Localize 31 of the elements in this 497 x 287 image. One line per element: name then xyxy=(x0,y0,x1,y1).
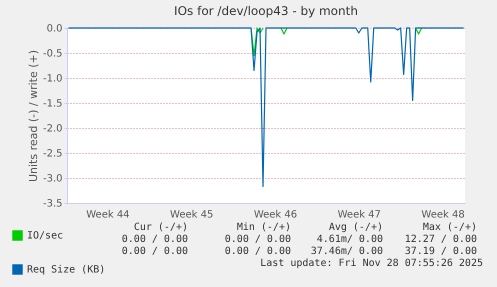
text: Min (-/+) xyxy=(236,222,291,233)
y-axis-title: Units read (-) / write (+) xyxy=(26,50,40,182)
legend-label: Req Size (KB) xyxy=(27,264,106,276)
text: Max (-/+) xyxy=(422,222,477,233)
text: 12.27 / 0.00 xyxy=(404,234,477,245)
text: Cur (-/+) xyxy=(134,222,188,233)
y-tick-label: -1.0 xyxy=(42,74,62,84)
y-tick-label: -3.5 xyxy=(42,198,62,210)
chart-title: IOs for /dev/loop43 - by month xyxy=(174,4,358,18)
text: 37.19 / 0.00 xyxy=(404,246,477,257)
text: Avg (-/+) xyxy=(328,222,383,233)
line-series xyxy=(68,27,464,188)
y-tick-label: -3.0 xyxy=(42,174,62,184)
text: 0.00 / 0.00 xyxy=(224,246,291,257)
y-tick-label: 0.0 xyxy=(46,24,62,34)
x-tick-label: Week 46 xyxy=(254,210,298,220)
x-tick-label: Week 45 xyxy=(170,210,214,220)
text: 4.61m/ 0.00 xyxy=(316,234,383,245)
text: 0.00 / 0.00 xyxy=(224,234,291,245)
text: 0.00 / 0.00 xyxy=(122,234,188,245)
y-tick-label: -2.0 xyxy=(42,124,62,134)
y-tick-label: -0.5 xyxy=(42,48,62,60)
text: Last update: Fri Nov 28 07:55:26 2025 xyxy=(260,258,483,269)
x-tick-label: Week 48 xyxy=(421,210,465,220)
x-tick-label: Week 44 xyxy=(86,210,130,220)
x-tick-label: Week 47 xyxy=(338,210,381,220)
legend-label: IO/sec xyxy=(27,230,64,242)
text: 37.46m/ 0.00 xyxy=(310,246,383,257)
text: 0.00 / 0.00 xyxy=(122,246,188,257)
y-tick-label: -1.5 xyxy=(42,98,62,110)
y-tick-label: -2.5 xyxy=(42,148,62,160)
